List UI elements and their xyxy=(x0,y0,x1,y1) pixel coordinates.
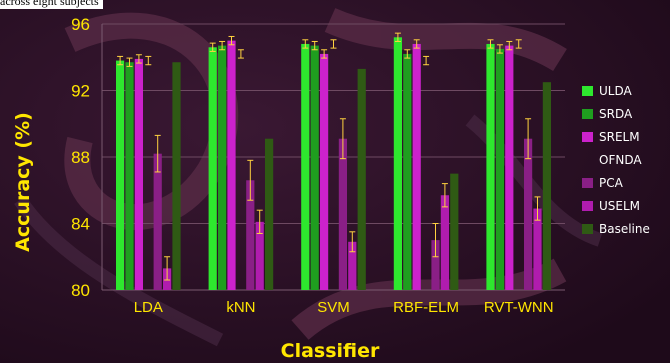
legend-item: OFNDA xyxy=(582,151,650,174)
bar xyxy=(320,53,329,290)
y-axis-label: Accuracy (%) xyxy=(12,111,34,252)
x-tick-label: LDA xyxy=(134,299,163,316)
legend-label: SRDA xyxy=(599,107,633,121)
bar xyxy=(495,48,504,290)
bar xyxy=(450,173,459,290)
legend-label: OFNDA xyxy=(599,153,642,167)
legend-item: ULDA xyxy=(582,82,650,105)
bar xyxy=(505,45,514,290)
bar xyxy=(246,180,255,290)
figure-caption: across eight subjects xyxy=(0,0,103,9)
x-tick-label: RBF-ELM xyxy=(393,299,459,316)
legend-label: USELM xyxy=(599,199,641,213)
legend-item: PCA xyxy=(582,174,650,197)
legend-swatch xyxy=(582,132,593,142)
legend-swatch xyxy=(582,224,593,234)
bar xyxy=(218,45,227,290)
bar xyxy=(134,58,143,290)
bar xyxy=(393,37,402,290)
legend-item: Baseline xyxy=(582,220,650,243)
legend-label: PCA xyxy=(599,176,623,190)
y-tick-label: 92 xyxy=(71,82,90,101)
bar xyxy=(172,62,181,290)
bar xyxy=(237,54,245,290)
x-tick-label: kNN xyxy=(226,299,255,316)
bar xyxy=(208,47,217,291)
bar xyxy=(440,195,449,290)
bar xyxy=(125,62,134,290)
bar xyxy=(412,43,421,291)
bar xyxy=(403,53,412,290)
legend-item: SRELM xyxy=(582,128,650,151)
bar xyxy=(227,40,236,290)
bar xyxy=(338,138,347,290)
legend-label: ULDA xyxy=(599,84,632,98)
legend-item: USELM xyxy=(582,197,650,220)
chart-legend: ULDA SRDA SRELM OFNDA PCA USELM Baseline xyxy=(582,82,650,243)
y-tick-label: 80 xyxy=(71,281,90,300)
bar xyxy=(310,45,319,290)
bar xyxy=(116,60,125,291)
x-tick-label: SVM xyxy=(317,299,350,316)
bar xyxy=(357,68,366,290)
bar xyxy=(153,153,162,290)
bar xyxy=(348,241,357,290)
bar xyxy=(486,43,495,291)
legend-label: Baseline xyxy=(599,222,650,236)
legend-swatch xyxy=(582,178,593,188)
legend-swatch xyxy=(582,201,593,211)
x-tick-label: RVT-WNN xyxy=(484,299,554,316)
bar xyxy=(422,61,430,290)
legend-label: SRELM xyxy=(599,130,640,144)
legend-item: SRDA xyxy=(582,105,650,128)
bar xyxy=(431,240,440,290)
y-tick-label: 96 xyxy=(71,15,90,34)
y-tick-label: 88 xyxy=(71,148,90,167)
bar xyxy=(515,44,523,290)
bar xyxy=(265,138,274,290)
x-axis-label: Classifier xyxy=(280,340,380,362)
bar xyxy=(144,61,152,290)
bar xyxy=(533,208,542,290)
legend-swatch xyxy=(582,109,593,119)
y-tick-label: 84 xyxy=(71,215,90,234)
bar xyxy=(542,82,551,290)
bar xyxy=(255,221,264,290)
bar xyxy=(301,43,310,291)
bar xyxy=(329,44,337,290)
bar xyxy=(524,138,533,290)
legend-swatch xyxy=(582,86,593,96)
